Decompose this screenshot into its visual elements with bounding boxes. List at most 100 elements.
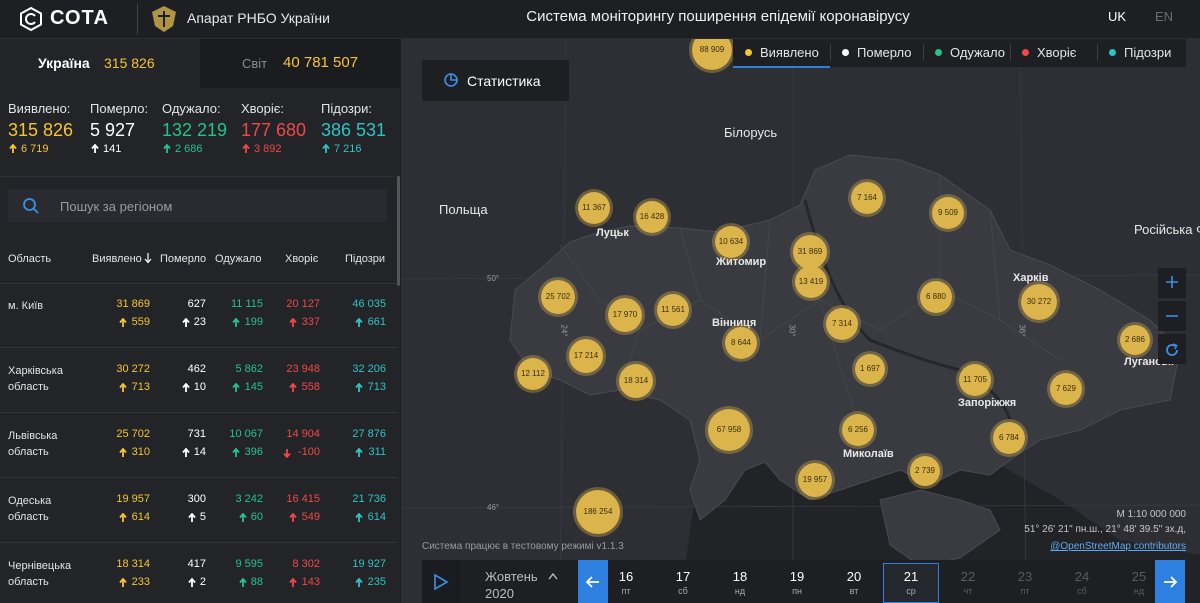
cluster[interactable]	[722, 324, 760, 362]
graticule-label: 50°	[487, 274, 500, 283]
day-weekday: пт	[1020, 586, 1030, 596]
legend-item[interactable]: Підозри	[1124, 45, 1172, 60]
cluster[interactable]	[605, 295, 645, 335]
cluster-label: 8 644	[730, 338, 752, 347]
cluster[interactable]	[633, 198, 671, 236]
column-header[interactable]: Виявлено	[92, 253, 142, 265]
logo-text[interactable]: СОТА	[50, 7, 109, 29]
cluster[interactable]	[907, 453, 943, 489]
cluster-label: 11 561	[661, 305, 685, 314]
column-header[interactable]: Одужало	[215, 253, 262, 265]
cluster[interactable]	[573, 487, 623, 537]
day-number[interactable]: 21	[903, 569, 919, 584]
cluster[interactable]	[1018, 281, 1060, 323]
cluster[interactable]	[575, 189, 613, 227]
cell-delta: 559	[131, 316, 150, 328]
cluster-label: 6 880	[925, 292, 947, 301]
cluster[interactable]	[616, 361, 656, 401]
cell-value: 30 272	[116, 363, 150, 375]
cluster[interactable]	[929, 194, 967, 232]
cluster[interactable]	[712, 223, 750, 261]
cluster[interactable]	[705, 406, 753, 454]
cluster[interactable]	[1117, 322, 1153, 358]
row-line	[0, 542, 397, 543]
legend-dot	[745, 49, 752, 56]
arrow-icon	[188, 513, 196, 522]
legend-item[interactable]: Хворіє	[1037, 45, 1077, 60]
year-label: 2020	[485, 586, 514, 601]
scrollbar[interactable]	[397, 176, 400, 286]
cluster[interactable]	[839, 411, 877, 449]
day-number[interactable]: 18	[732, 569, 748, 584]
cluster[interactable]	[1047, 370, 1085, 408]
cell-delta: 143	[301, 576, 320, 588]
region-name[interactable]: м. Київ	[8, 300, 44, 312]
column-header[interactable]: Підозри	[345, 253, 386, 265]
cluster[interactable]	[566, 336, 606, 376]
column-header[interactable]: Померло	[160, 253, 207, 265]
summary-value: 5 927	[90, 120, 136, 140]
day-number[interactable]: 17	[675, 569, 691, 584]
zoom-button[interactable]	[1158, 334, 1186, 364]
lang-en[interactable]: EN	[1155, 9, 1174, 24]
region-name[interactable]: Чернівецька область	[8, 560, 72, 588]
cluster[interactable]	[514, 355, 552, 393]
legend-item[interactable]: Померло	[857, 45, 912, 60]
search-placeholder[interactable]: Пошук за регіоном	[60, 199, 173, 214]
legend-item[interactable]: Одужало	[950, 45, 1005, 60]
map[interactable]: Білорусь Польща Луцьк Житомир Вінниця Харків З…	[401, 39, 1200, 603]
row-line	[0, 283, 397, 284]
tab-value[interactable]: 315 826	[104, 55, 155, 71]
day-number[interactable]: 20	[846, 569, 862, 584]
search-icon	[23, 198, 39, 214]
cluster[interactable]	[852, 351, 888, 387]
cluster[interactable]	[990, 419, 1028, 457]
cluster[interactable]	[795, 460, 835, 500]
cluster[interactable]	[538, 277, 578, 317]
tab-value[interactable]: 40 781 507	[283, 54, 359, 71]
day-number[interactable]: 24	[1074, 569, 1090, 584]
cell-value: 731	[187, 428, 206, 440]
cell-delta: -100	[297, 446, 320, 458]
map-coordinates: 51° 26' 21" пн.ш., 21° 48' 39.5" зх.д,	[1024, 524, 1186, 535]
graticule-label: 46°	[487, 503, 500, 512]
lang-uk[interactable]: UK	[1108, 9, 1127, 24]
cell-value: 16 415	[286, 493, 320, 505]
timeline-bar	[422, 560, 1185, 603]
day-number[interactable]: 23	[1017, 569, 1033, 584]
region-name[interactable]: Одеська область	[8, 495, 52, 523]
cluster[interactable]	[917, 278, 955, 316]
legend-item[interactable]: Виявлено	[760, 45, 819, 60]
cluster-label: 18 314	[623, 376, 649, 385]
cluster[interactable]	[823, 305, 861, 343]
cluster-label: 11 367	[582, 203, 606, 212]
stats-button[interactable]	[422, 60, 569, 101]
search-box[interactable]	[8, 189, 387, 222]
month-label[interactable]: Жовтень	[485, 569, 538, 584]
arrow-icon	[232, 318, 241, 327]
cell-value: 3 242	[235, 493, 263, 505]
day-number[interactable]: 22	[960, 569, 976, 584]
region-name[interactable]: Харківська область	[8, 365, 63, 393]
cluster[interactable]	[848, 179, 886, 217]
sort-icon[interactable]	[144, 252, 152, 264]
arrow-icon	[91, 144, 99, 153]
tab-label[interactable]: Україна	[38, 55, 90, 71]
attribution-link[interactable]: @OpenStreetMap contributors	[1050, 541, 1186, 552]
column-header[interactable]: Область	[8, 253, 52, 265]
cluster[interactable]	[654, 291, 692, 329]
cluster[interactable]	[956, 361, 994, 399]
tab-label[interactable]: Світ	[242, 56, 268, 71]
day-number[interactable]: 25	[1131, 569, 1147, 584]
play-button[interactable]	[422, 560, 460, 603]
day-number[interactable]: 19	[789, 569, 805, 584]
cluster-label: 30 272	[1026, 297, 1052, 306]
cluster[interactable]	[792, 263, 830, 301]
arrow-icon	[181, 318, 190, 327]
day-number[interactable]: 16	[618, 569, 634, 584]
stats-button-label[interactable]: Статистика	[467, 73, 541, 89]
cluster-label: 67 958	[716, 425, 742, 434]
summary-label: Одужало:	[162, 101, 221, 116]
column-header[interactable]: Хворіє	[285, 253, 319, 265]
region-name[interactable]: Львівська область	[8, 430, 58, 458]
